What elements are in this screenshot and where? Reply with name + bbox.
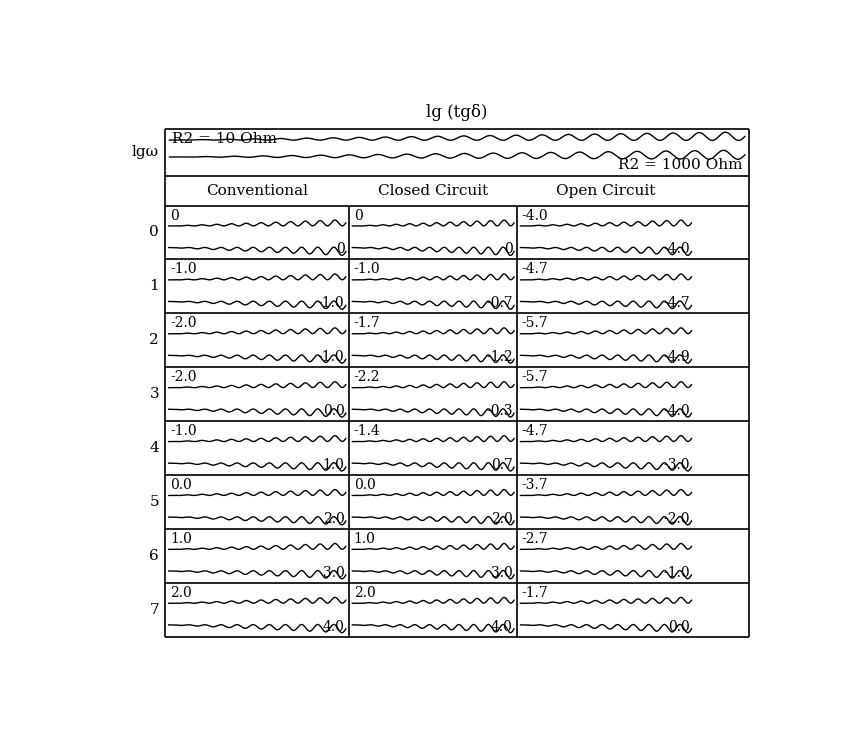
Text: -4.9: -4.9 xyxy=(663,350,690,364)
Text: 0.0: 0.0 xyxy=(323,404,344,418)
Text: 1.0: 1.0 xyxy=(323,458,344,472)
Text: 0: 0 xyxy=(149,226,160,239)
Text: -3.0: -3.0 xyxy=(663,458,690,472)
Text: lgω: lgω xyxy=(132,146,160,159)
Text: -0.7: -0.7 xyxy=(486,296,512,310)
Text: Open Circuit: Open Circuit xyxy=(556,184,656,198)
Text: 0.0: 0.0 xyxy=(170,478,192,492)
Text: 7: 7 xyxy=(149,603,160,616)
Text: 1.0: 1.0 xyxy=(353,532,376,546)
Text: 3.0: 3.0 xyxy=(491,566,512,580)
Text: 6: 6 xyxy=(149,549,160,562)
Text: -2.0: -2.0 xyxy=(170,370,196,384)
Text: -4.7: -4.7 xyxy=(522,424,548,438)
Text: 4: 4 xyxy=(149,441,160,455)
Text: -4.0: -4.0 xyxy=(663,242,690,256)
Text: 0: 0 xyxy=(504,242,512,256)
Text: Closed Circuit: Closed Circuit xyxy=(378,184,488,198)
Text: -1.2: -1.2 xyxy=(486,350,512,364)
Text: 2: 2 xyxy=(149,333,160,347)
Text: 0: 0 xyxy=(353,209,362,223)
Text: -5.7: -5.7 xyxy=(522,370,548,384)
Text: -2.2: -2.2 xyxy=(353,370,380,384)
Text: lg (tgδ): lg (tgδ) xyxy=(426,104,488,121)
Text: 3.0: 3.0 xyxy=(323,566,344,580)
Text: -5.7: -5.7 xyxy=(522,316,548,331)
Text: 0.0: 0.0 xyxy=(668,620,690,634)
Text: -1.0: -1.0 xyxy=(317,350,344,364)
Text: -1.4: -1.4 xyxy=(353,424,380,438)
Text: -0.3: -0.3 xyxy=(486,404,512,418)
Text: 2.0: 2.0 xyxy=(323,512,344,526)
Text: R2 = 1000 Ohm: R2 = 1000 Ohm xyxy=(619,158,743,172)
Text: -2.0: -2.0 xyxy=(170,316,196,331)
Text: 4.0: 4.0 xyxy=(323,620,344,634)
Text: 4.0: 4.0 xyxy=(491,620,512,634)
Text: 2.0: 2.0 xyxy=(170,586,192,600)
Text: -2.0: -2.0 xyxy=(663,512,690,526)
Text: -1.0: -1.0 xyxy=(353,262,380,277)
Text: 2.0: 2.0 xyxy=(491,512,512,526)
Text: -1.0: -1.0 xyxy=(170,424,196,438)
Text: -1.0: -1.0 xyxy=(317,296,344,310)
Text: -4.7: -4.7 xyxy=(522,262,548,277)
Text: 1: 1 xyxy=(149,279,160,293)
Text: -1.0: -1.0 xyxy=(170,262,196,277)
Text: Conventional: Conventional xyxy=(206,184,308,198)
Text: 0.0: 0.0 xyxy=(353,478,376,492)
Text: -2.7: -2.7 xyxy=(522,532,548,546)
Text: -3.7: -3.7 xyxy=(522,478,548,492)
Text: 3: 3 xyxy=(149,387,160,401)
Text: 5: 5 xyxy=(149,495,160,509)
Text: -1.0: -1.0 xyxy=(663,566,690,580)
Text: -4.7: -4.7 xyxy=(663,296,690,310)
Text: -1.7: -1.7 xyxy=(522,586,548,600)
Text: 0: 0 xyxy=(335,242,344,256)
Text: 2.0: 2.0 xyxy=(353,586,376,600)
Text: -4.0: -4.0 xyxy=(663,404,690,418)
Text: -4.0: -4.0 xyxy=(522,209,548,223)
Text: R2 = 10 Ohm: R2 = 10 Ohm xyxy=(172,132,276,146)
Text: 1.0: 1.0 xyxy=(170,532,192,546)
Text: 0: 0 xyxy=(170,209,178,223)
Text: 0.7: 0.7 xyxy=(491,458,512,472)
Text: -1.7: -1.7 xyxy=(353,316,380,331)
